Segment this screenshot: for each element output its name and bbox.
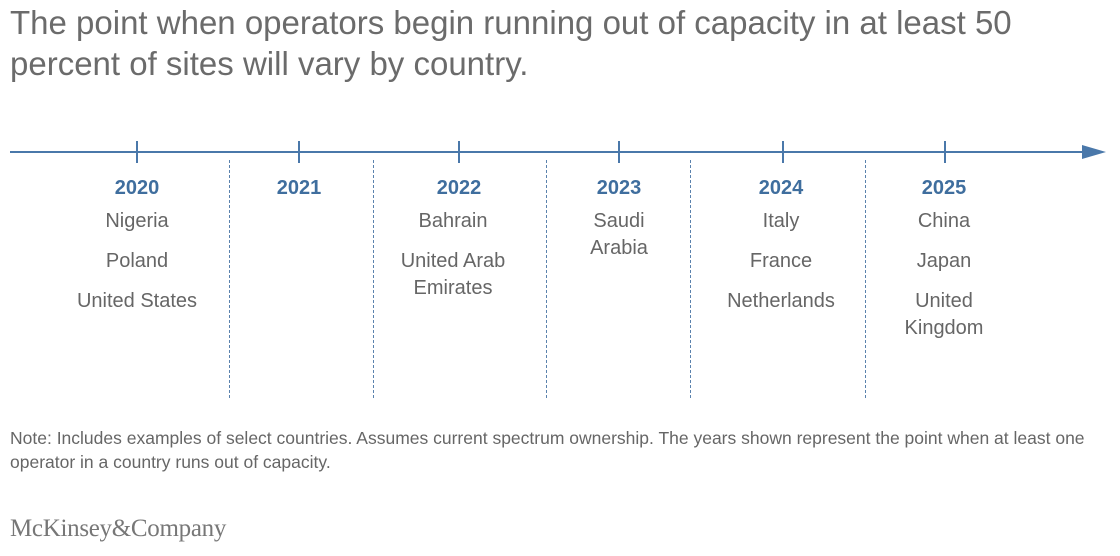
column-divider [690,160,691,398]
country-label: Bahrain [418,210,488,232]
country-label: Netherlands [727,290,835,312]
country-label: United Arab Emirates [400,250,506,299]
column-divider [373,160,374,398]
country-label: United Kingdom [904,290,984,339]
year-column-2023: 2023 Saudi Arabia [544,176,694,275]
timeline-axis [10,141,1106,163]
timeline-arrowhead [1082,145,1106,159]
country-label: Nigeria [105,210,169,232]
year-label: 2022 [436,177,482,199]
country-label: Poland [105,250,169,272]
column-divider [229,160,230,398]
year-label: 2023 [596,177,642,199]
year-column-2025: 2025 China Japan United Kingdom [869,176,1019,355]
year-label: 2021 [276,177,322,199]
country-label: France [749,250,813,272]
year-label: 2020 [114,177,160,199]
year-column-2022: 2022 Bahrain United Arab Emirates [378,176,528,315]
year-column-2020: 2020 Nigeria Poland United States [62,176,212,328]
page-title: The point when operators begin running o… [10,4,1012,82]
country-label: United States [76,290,198,312]
column-divider [865,160,866,398]
country-label: Italy [762,210,800,232]
country-label: China [917,210,971,232]
footnote: Note: Includes examples of select countr… [10,428,1085,472]
mckinsey-logo: McKinsey&Company [10,515,227,542]
year-column-2024: 2024 Italy France Netherlands [706,176,856,328]
column-divider [546,160,547,398]
year-label: 2025 [921,177,967,199]
country-label: Saudi Arabia [590,210,648,259]
country-label: Japan [916,250,972,272]
year-column-2021: 2021 [224,176,374,200]
year-label: 2024 [758,177,804,199]
